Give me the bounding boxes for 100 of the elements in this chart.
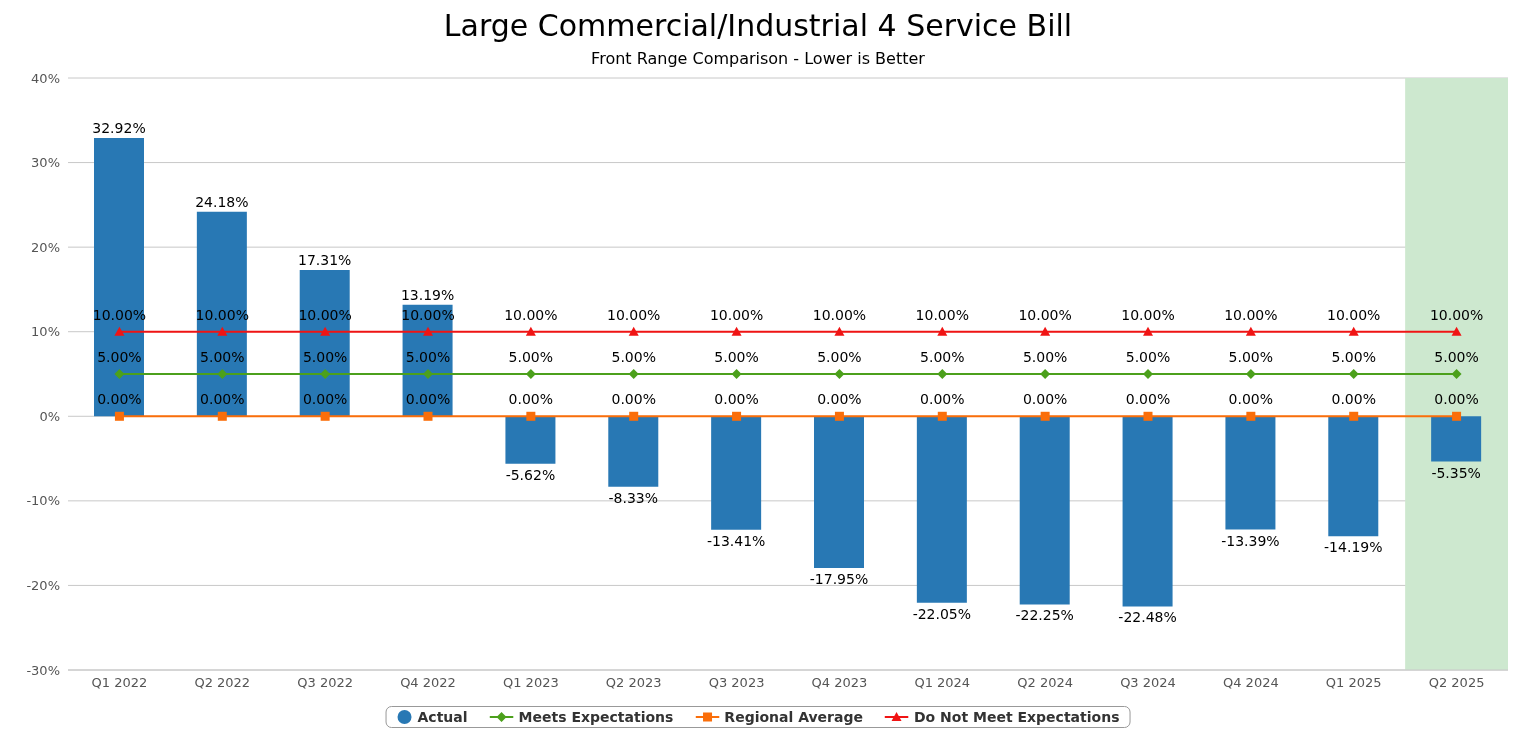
- point: [217, 326, 228, 336]
- point: [731, 326, 742, 336]
- legend-label: Actual: [417, 709, 468, 725]
- data-label: -22.05%: [912, 605, 972, 622]
- point: [1349, 411, 1359, 421]
- data-label: 0.00%: [817, 391, 862, 408]
- bar: [608, 416, 659, 487]
- point: [732, 411, 742, 421]
- data-label: 5.00%: [1434, 349, 1479, 365]
- data-label: 10.00%: [915, 306, 969, 323]
- point: [217, 411, 227, 421]
- point: [937, 326, 948, 336]
- y-tick-label: -10%: [26, 493, 60, 509]
- data-label: 0.00%: [1125, 391, 1171, 408]
- point: [423, 326, 433, 336]
- point: [320, 326, 331, 336]
- data-label: 5.00%: [200, 349, 245, 365]
- data-label: 5.00%: [97, 349, 142, 365]
- data-label: 0.00%: [200, 391, 245, 408]
- point: [525, 326, 536, 336]
- data-label: -22.48%: [1118, 609, 1177, 626]
- data-label: 5.00%: [1022, 349, 1068, 365]
- point: [1452, 411, 1462, 421]
- data-label: 0.00%: [920, 391, 965, 408]
- point: [423, 411, 433, 421]
- data-label: 0.00%: [508, 391, 554, 408]
- x-tick-label: Q1 2022: [91, 675, 148, 691]
- y-tick-label: -30%: [26, 662, 60, 678]
- data-label: 0.00%: [97, 391, 142, 408]
- point: [731, 369, 742, 379]
- point: [114, 369, 125, 379]
- data-label: 5.00%: [714, 349, 759, 365]
- bar: [1122, 416, 1173, 607]
- legend-label: Regional Average: [724, 709, 863, 725]
- data-label: 5.00%: [508, 349, 554, 365]
- data-label: 10.00%: [1327, 306, 1381, 323]
- bar: [711, 416, 762, 530]
- data-label: 24.18%: [195, 193, 249, 210]
- point: [937, 369, 948, 379]
- data-label: 0.00%: [405, 391, 451, 408]
- data-label: -17.95%: [809, 571, 869, 588]
- point: [834, 369, 845, 379]
- bar: [94, 137, 144, 417]
- data-label: 0.00%: [1331, 391, 1376, 408]
- x-tick-label: Q2 2022: [194, 675, 251, 691]
- data-label: 0.00%: [611, 391, 656, 408]
- data-label: 5.00%: [920, 349, 965, 365]
- data-label: 0.00%: [1228, 391, 1274, 408]
- x-tick-label: Q4 2022: [400, 675, 456, 691]
- y-tick-label: 0%: [39, 408, 60, 424]
- data-label: 10.00%: [1018, 306, 1072, 323]
- data-label: -13.39%: [1221, 532, 1280, 549]
- x-tick-label: Q3 2023: [708, 675, 765, 691]
- legend-label: Do Not Meet Expectations: [914, 709, 1120, 725]
- data-label: -5.62%: [505, 466, 556, 483]
- point: [423, 369, 433, 379]
- data-label: -8.33%: [608, 489, 659, 506]
- bar: [1019, 416, 1070, 605]
- point: [1143, 411, 1153, 421]
- data-label: 5.00%: [405, 349, 451, 365]
- y-tick-label: -20%: [26, 578, 60, 594]
- data-label: 10.00%: [607, 306, 661, 323]
- point: [217, 369, 228, 379]
- point: [834, 326, 845, 336]
- data-label: 5.00%: [302, 349, 348, 365]
- x-tick-label: Q1 2024: [914, 675, 971, 691]
- y-tick-label: 20%: [31, 239, 60, 255]
- chart-subtitle: Front Range Comparison - Lower is Better: [590, 49, 926, 68]
- bar: [196, 211, 247, 417]
- data-label: 32.92%: [92, 119, 146, 136]
- x-tick-label: Q3 2024: [1120, 675, 1176, 691]
- point: [1451, 369, 1462, 379]
- bar: [1225, 416, 1276, 530]
- point: [628, 369, 639, 379]
- data-label: 5.00%: [1331, 349, 1376, 365]
- bar: [814, 416, 864, 569]
- point: [1245, 326, 1256, 336]
- point: [628, 326, 639, 336]
- x-tick-label: Q2 2024: [1017, 675, 1074, 691]
- data-label: 5.00%: [1228, 349, 1274, 365]
- data-label: 10.00%: [1429, 306, 1484, 323]
- bar: [1431, 416, 1482, 462]
- point: [937, 411, 947, 421]
- data-label: -5.35%: [1431, 464, 1481, 481]
- data-label: -14.19%: [1324, 539, 1383, 556]
- point: [1143, 326, 1153, 336]
- data-label: 17.31%: [298, 251, 352, 268]
- point: [1246, 411, 1256, 421]
- data-label: -13.41%: [706, 532, 766, 549]
- point: [1040, 326, 1051, 336]
- x-tick-label: Q1 2023: [502, 675, 559, 691]
- data-label: 10.00%: [709, 306, 764, 323]
- point: [834, 411, 844, 421]
- data-label: 0.00%: [1022, 391, 1068, 408]
- data-label: 0.00%: [1434, 391, 1479, 408]
- point: [526, 411, 536, 421]
- chart-title: Large Commercial/Industrial 4 Service Bill: [442, 8, 1074, 43]
- bar: [1328, 416, 1379, 537]
- x-tick-label: Q4 2023: [811, 675, 868, 691]
- data-label: 10.00%: [812, 306, 867, 323]
